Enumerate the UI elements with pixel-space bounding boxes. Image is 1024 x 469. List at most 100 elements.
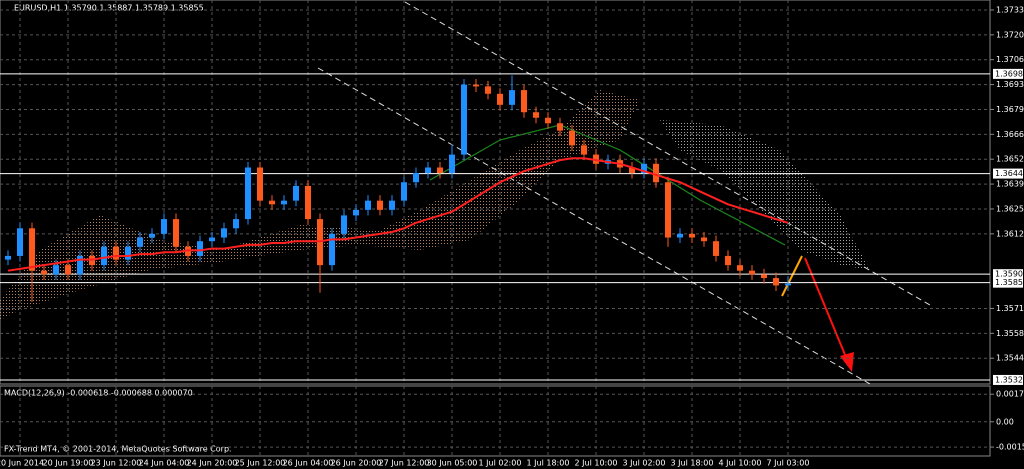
x-tick-label: 3 Jul 02:00 <box>623 459 666 468</box>
candle-body <box>749 270 755 275</box>
candle-body <box>413 173 419 183</box>
x-tick-label: 3 Jul 18:00 <box>671 459 714 468</box>
candle-body <box>101 246 107 266</box>
forecast-arrow <box>804 257 849 363</box>
y-tick-label: 1.36930 <box>996 80 1024 89</box>
y-tick-label: 1.35715 <box>996 304 1024 313</box>
candle-body <box>737 265 743 271</box>
candle-body <box>221 228 227 238</box>
candle-body <box>341 215 347 234</box>
x-tick-label: 27 Jun 12:00 <box>379 459 430 468</box>
footer: FX-Trend MT4, © 2001-2014, MetaQuotes So… <box>4 445 232 454</box>
candle-body <box>269 200 275 205</box>
candle-body <box>557 123 563 131</box>
candle-body <box>137 237 143 247</box>
candle-body <box>29 228 35 271</box>
x-tick-label: 30 Jun 05:00 <box>427 459 478 468</box>
candle-body <box>161 219 167 234</box>
channel-line <box>404 1 931 306</box>
y-tick-label: -0.00159 <box>996 443 1024 452</box>
candle-body <box>449 154 455 174</box>
moving-average <box>7 157 789 272</box>
candle-body <box>257 167 263 201</box>
candle-body <box>437 167 443 174</box>
candle-body <box>689 233 695 238</box>
candle-body <box>41 270 47 275</box>
candle-body <box>701 237 707 242</box>
candle-body <box>497 93 503 105</box>
x-tick-label: 4 Jul 10:00 <box>719 459 762 468</box>
candle-body <box>629 167 635 174</box>
level-box <box>993 269 1023 280</box>
candle-body <box>17 228 23 256</box>
y-tick-label: 1.36795 <box>996 105 1024 114</box>
macd-label: MACD(12,26,9) -0.000618 -0.000688 0.0000… <box>4 389 193 398</box>
y-tick-label: 0.00 <box>996 417 1014 426</box>
y-tick-label: 1.37200 <box>996 30 1024 39</box>
candle-body <box>725 255 731 266</box>
candle-body <box>5 255 11 260</box>
candle-body <box>653 163 659 183</box>
candle-body <box>305 185 311 220</box>
candle-body <box>77 255 83 275</box>
candle-body <box>65 265 71 275</box>
candle-body <box>509 90 515 105</box>
candle-body <box>473 84 479 87</box>
candle-body <box>353 209 359 216</box>
y-tick-label: 1.36255 <box>996 204 1024 213</box>
x-tick-label: 23 Jun 12:00 <box>91 459 142 468</box>
level-label: 1.36447 <box>995 169 1024 178</box>
x-tick-label: 26 Jun 20:00 <box>331 459 382 468</box>
candle-body <box>197 241 203 256</box>
candle-body <box>761 274 767 279</box>
cloud <box>660 120 870 270</box>
x-tick-label: 1 Jul 18:00 <box>527 459 570 468</box>
candle-body <box>521 90 527 113</box>
level-box <box>993 374 1023 385</box>
x-tick-label: 7 Jul 03:00 <box>767 459 810 468</box>
x-tick-label: 20 Jun 19:00 <box>43 459 94 468</box>
y-tick-label: 0.001735 <box>996 390 1024 399</box>
candle-body <box>377 200 383 210</box>
x-tick-label: 2 Jul 10:00 <box>575 459 618 468</box>
macd-pane <box>0 385 991 457</box>
candle-body <box>293 185 299 201</box>
candle-body <box>173 219 179 247</box>
x-tick-label: 24 Jun 04:00 <box>139 459 190 468</box>
candle-body <box>713 241 719 256</box>
candle-body <box>245 167 251 220</box>
level-box <box>993 277 1023 288</box>
candle-body <box>113 246 119 260</box>
level-label: 1.36988 <box>995 69 1024 78</box>
candle-body <box>233 219 239 229</box>
candle-body <box>329 233 335 266</box>
candle-body <box>461 84 467 155</box>
arrow-head <box>840 352 854 372</box>
candle-body <box>545 117 551 124</box>
candle-body <box>665 182 671 238</box>
candle-body <box>149 233 155 238</box>
candle-body <box>401 182 407 201</box>
y-tick-label: 1.37335 <box>996 5 1024 14</box>
level-box <box>993 168 1023 179</box>
y-tick-label: 1.36120 <box>996 229 1024 238</box>
level-box <box>993 68 1023 79</box>
x-tick-label: 26 Jun 04:00 <box>283 459 334 468</box>
signal-line <box>429 124 786 246</box>
candle-body <box>365 200 371 210</box>
y-tick-label: 1.36390 <box>996 180 1024 189</box>
candle-body <box>641 163 647 174</box>
candle-body <box>677 233 683 238</box>
x-tick-label: 25 Jun 12:00 <box>235 459 286 468</box>
candle-body <box>425 167 431 174</box>
candle-body <box>281 200 287 205</box>
candle-body <box>533 112 539 118</box>
forecast-line <box>781 255 803 297</box>
candle-body <box>773 278 779 286</box>
y-tick-label: 1.37065 <box>996 55 1024 64</box>
chart-title: EURUSD,H1 1.35790 1.35887 1.35789 1.3585… <box>14 4 204 13</box>
y-tick-label: 1.35580 <box>996 329 1024 338</box>
candle-body <box>125 246 131 260</box>
